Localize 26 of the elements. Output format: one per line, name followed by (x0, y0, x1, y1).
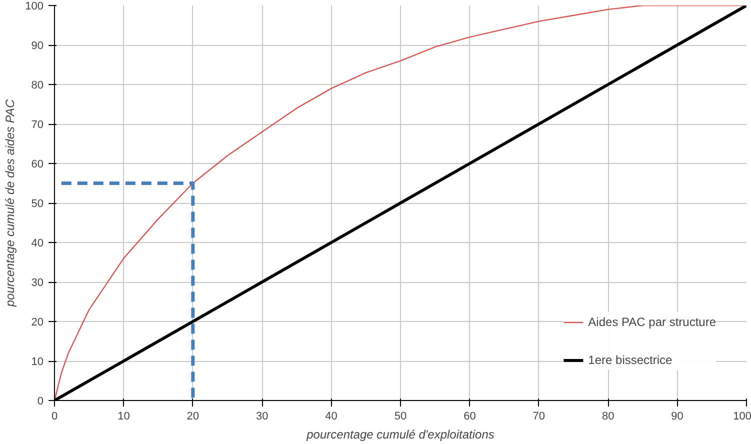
y-tick-label: 70 (31, 119, 44, 131)
x-tick-label: 70 (532, 410, 546, 422)
y-tick-label: 40 (31, 238, 44, 250)
y-tick-label: 100 (25, 0, 44, 12)
x-tick-label: 60 (464, 410, 476, 422)
y-tick-label: 90 (31, 40, 44, 52)
x-tick-label: 80 (602, 410, 614, 422)
x-axis-title: pourcentage cumulé d'exploitations (306, 428, 494, 442)
y-tick-label: 80 (31, 80, 44, 92)
x-tick-label: 20 (186, 410, 200, 422)
x-tick-label: 0 (51, 410, 58, 422)
legend-label: Aides PAC par structure (588, 315, 716, 329)
y-tick-label: 20 (31, 316, 44, 328)
y-tick-label: 0 (37, 396, 44, 408)
legend-label: 1ere bissectrice (588, 353, 672, 367)
x-tick-label: 50 (394, 410, 407, 422)
x-tick-label: 40 (325, 410, 338, 422)
y-tick-label: 50 (31, 198, 44, 210)
y-tick-label: 60 (31, 158, 44, 170)
x-tick-label: 100 (733, 410, 751, 422)
y-axis-title: pourcentage cumulé de des aides PAC (3, 99, 18, 308)
y-tick-label: 10 (31, 356, 44, 368)
x-tick-label: 30 (256, 410, 268, 422)
x-tick-label: 90 (671, 410, 684, 422)
y-tick-label: 30 (31, 277, 44, 289)
x-tick-label: 10 (118, 410, 130, 422)
